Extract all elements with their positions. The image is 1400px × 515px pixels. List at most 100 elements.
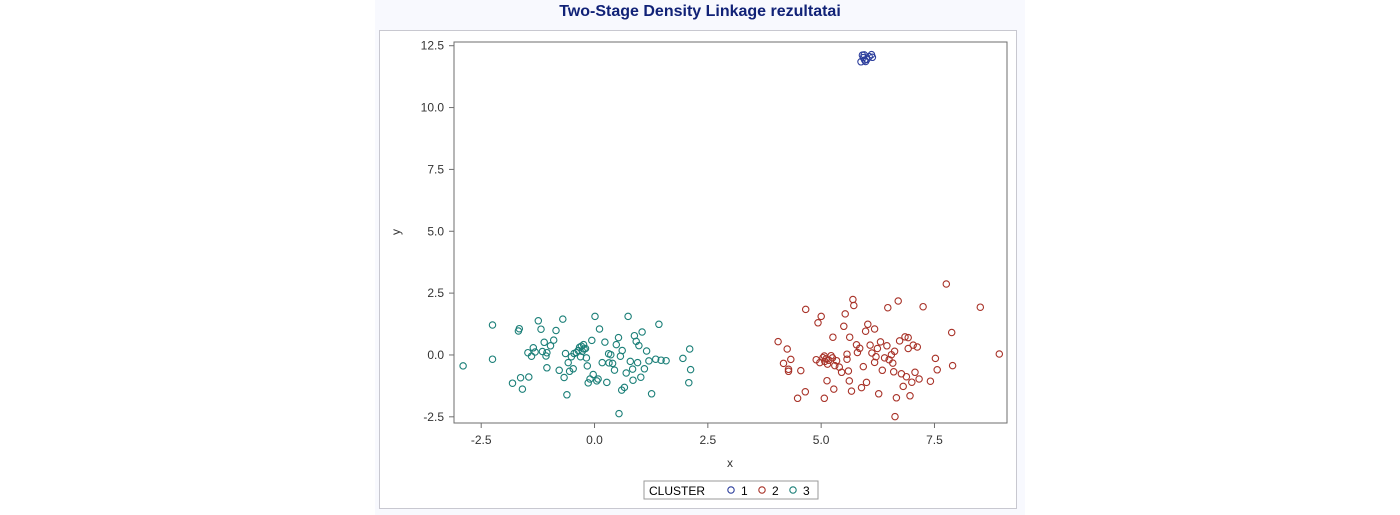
data-point-cluster-2 [844,367,853,375]
data-point-cluster-3 [543,364,551,372]
data-point-cluster-2 [891,412,899,421]
data-point-cluster-3 [638,328,646,336]
data-point-cluster-3 [563,391,571,399]
data-point-cluster-2 [845,377,854,385]
data-point-cluster-2 [919,302,927,311]
data-point-cluster-2 [845,333,854,341]
data-point-cluster-3 [561,349,570,358]
data-point-cluster-2 [820,394,829,403]
data-point-cluster-3 [651,355,660,363]
data-point-cluster-2 [840,322,848,331]
data-point-cluster-3 [595,325,604,333]
data-point-cluster-2 [883,342,891,350]
y-tick-label: 10.0 [421,101,445,115]
legend-label-1: 1 [741,484,748,498]
x-axis: -2.5 0.0 2.5 5.0 7.5 [471,423,943,447]
data-points [459,50,1004,421]
data-point-cluster-2 [878,366,887,375]
y-axis-label: y [389,229,403,235]
data-point-cluster-2 [855,344,864,353]
data-point-cluster-2 [859,362,868,371]
data-point-cluster-3 [579,340,588,349]
data-point-cluster-2 [915,375,923,383]
data-point-cluster-3 [686,365,695,374]
data-point-cluster-2 [787,355,795,364]
data-point-cluster-3 [605,359,613,367]
y-tick-label: 12.5 [421,39,445,53]
data-point-cluster-2 [904,333,912,342]
data-point-cluster-2 [814,319,822,327]
data-point-cluster-3 [655,320,663,329]
data-point-cluster-3 [629,376,637,384]
data-point-cluster-2 [908,378,916,386]
data-point-cluster-2 [857,383,866,392]
data-point-cluster-2 [843,350,851,358]
data-point-cluster-3 [540,338,548,347]
data-point-cluster-3 [531,348,539,356]
data-point-cluster-3 [488,321,497,329]
data-point-cluster-3 [662,356,670,365]
x-tick-label: 5.0 [813,433,830,447]
legend-marker-3 [789,486,797,494]
data-point-cluster-3 [584,379,592,387]
y-tick-label: -2.5 [423,410,444,424]
data-point-cluster-3 [538,347,547,356]
data-point-cluster-3 [582,354,591,362]
data-point-cluster-3 [588,336,596,345]
data-point-cluster-3 [657,356,665,364]
data-point-cluster-3 [527,352,536,360]
x-axis-label: x [727,456,733,470]
data-point-cluster-3 [537,325,545,333]
data-point-cluster-3 [508,379,517,387]
data-point-cluster-3 [603,378,611,387]
data-point-cluster-2 [837,368,846,377]
data-point-cluster-3 [622,369,630,377]
data-point-cluster-2 [976,303,985,311]
data-point-cluster-3 [515,324,524,333]
data-point-cluster-3 [525,373,533,381]
data-point-cluster-3 [529,344,538,352]
data-point-cluster-3 [598,358,606,367]
data-point-cluster-2 [889,359,897,367]
data-point-cluster-3 [593,377,601,385]
data-point-cluster-2 [933,366,941,374]
y-axis: -2.5 0.0 2.5 5.0 7.5 10.0 12.5 [421,39,454,424]
data-point-cluster-2 [895,337,904,345]
data-point-cluster-2 [906,392,914,400]
data-point-cluster-3 [459,362,467,370]
data-point-cluster-2 [874,390,883,398]
data-point-cluster-3 [610,366,619,374]
data-point-cluster-2 [913,343,922,351]
data-point-cluster-3 [628,365,637,373]
data-point-cluster-3 [635,341,643,350]
data-point-cluster-2 [774,337,782,346]
data-point-cluster-3 [543,348,551,357]
data-point-cluster-3 [583,362,592,370]
data-point-cluster-3 [542,352,550,360]
data-point-cluster-2 [843,355,851,363]
data-point-cluster-2 [942,280,951,288]
data-point-cluster-3 [612,340,621,349]
data-point-cluster-3 [549,336,558,344]
data-point-cluster-3 [524,348,532,357]
data-point-cluster-3 [614,333,623,342]
data-point-cluster-2 [870,358,879,367]
data-point-cluster-2 [793,394,802,403]
data-point-cluster-2 [870,325,879,333]
data-point-cluster-3 [589,370,597,379]
data-point-cluster-2 [894,297,902,305]
data-point-cluster-2 [892,394,901,402]
data-point-cluster-2 [779,359,788,368]
legend-label-3: 3 [803,484,810,498]
data-point-cluster-3 [647,390,656,398]
data-point-cluster-3 [552,326,560,335]
data-point-cluster-2 [801,388,810,396]
data-point-cluster-2 [947,328,956,337]
y-tick-label: 7.5 [427,162,444,176]
data-point-cluster-3 [640,365,649,373]
data-point-cluster-2 [904,344,912,353]
data-point-cluster-2 [832,356,841,365]
data-point-cluster-3 [685,345,694,353]
legend-label-2: 2 [772,484,779,498]
data-point-cluster-3 [626,357,635,366]
